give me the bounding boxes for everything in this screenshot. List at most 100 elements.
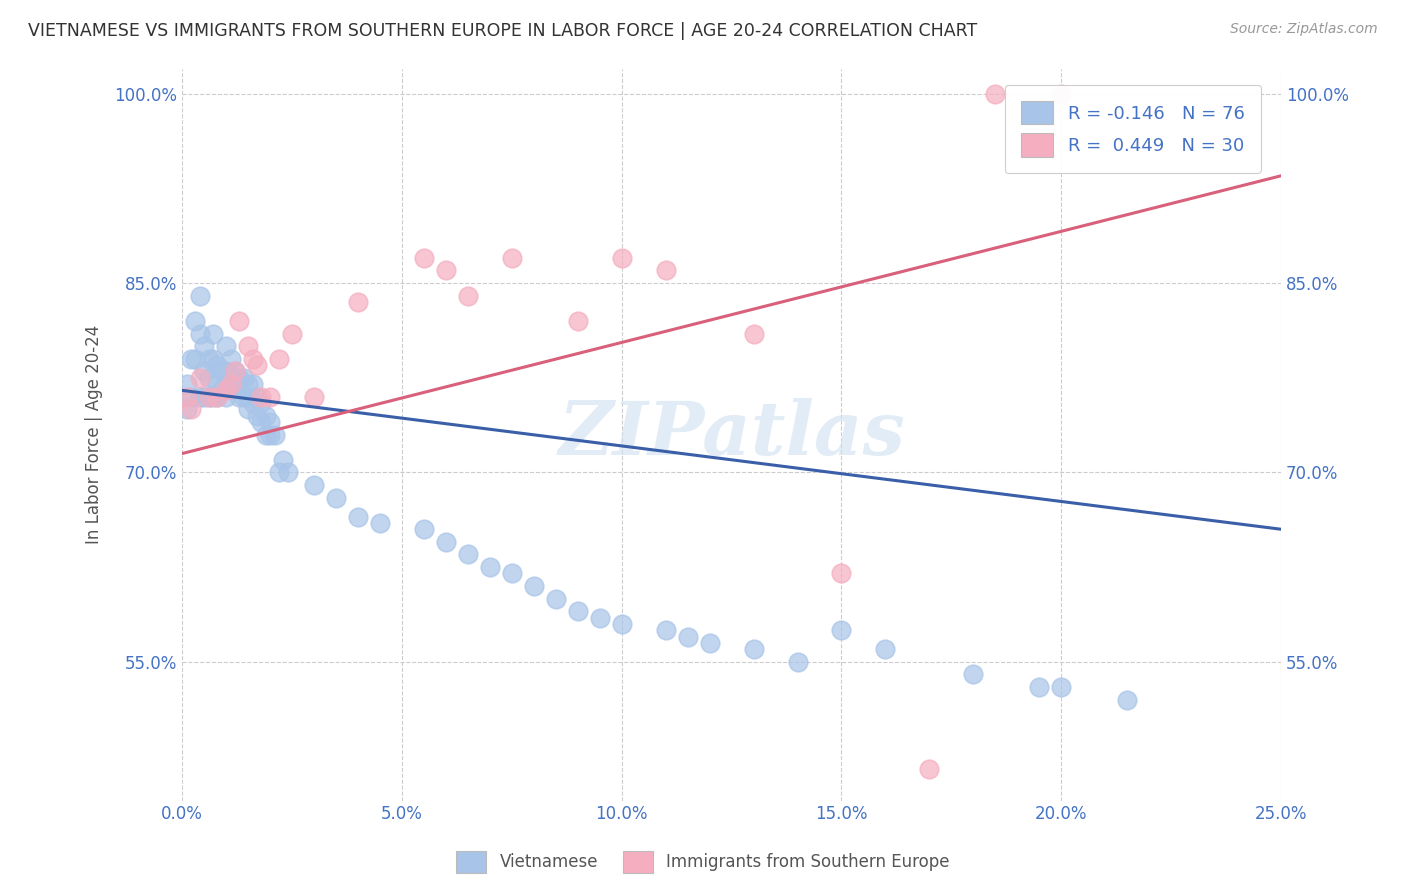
Point <box>207 390 229 404</box>
Point <box>830 624 852 638</box>
Point <box>207 390 229 404</box>
Point <box>176 377 198 392</box>
Point <box>654 624 676 638</box>
Point <box>202 390 225 404</box>
Point <box>501 566 523 581</box>
Point <box>302 390 325 404</box>
Point <box>413 522 436 536</box>
Point <box>501 251 523 265</box>
Point <box>197 390 219 404</box>
Point <box>246 409 269 423</box>
Point <box>676 630 699 644</box>
Point <box>176 390 198 404</box>
Point <box>197 351 219 366</box>
Point <box>567 314 589 328</box>
Point <box>202 351 225 366</box>
Point <box>193 339 215 353</box>
Point <box>368 516 391 530</box>
Point <box>610 616 633 631</box>
Point <box>610 251 633 265</box>
Point <box>259 427 281 442</box>
Point <box>434 263 457 277</box>
Point <box>1050 87 1073 101</box>
Point <box>219 377 242 392</box>
Point <box>197 390 219 404</box>
Point <box>246 358 269 372</box>
Point <box>211 364 233 378</box>
Point <box>434 534 457 549</box>
Point <box>184 314 207 328</box>
Text: VIETNAMESE VS IMMIGRANTS FROM SOUTHERN EUROPE IN LABOR FORCE | AGE 20-24 CORRELA: VIETNAMESE VS IMMIGRANTS FROM SOUTHERN E… <box>28 22 977 40</box>
Point <box>254 409 277 423</box>
Point <box>188 289 211 303</box>
Point <box>242 377 264 392</box>
Point <box>263 427 285 442</box>
Point <box>180 390 202 404</box>
Point <box>197 371 219 385</box>
Point <box>211 384 233 398</box>
Point <box>193 364 215 378</box>
Point <box>228 390 250 404</box>
Point <box>250 415 273 429</box>
Text: ZIPatlas: ZIPatlas <box>558 399 905 471</box>
Point <box>302 478 325 492</box>
Point <box>180 351 202 366</box>
Point <box>238 390 260 404</box>
Point <box>176 402 198 417</box>
Point <box>207 377 229 392</box>
Point <box>1050 680 1073 694</box>
Point <box>202 326 225 341</box>
Point <box>273 452 295 467</box>
Point <box>267 466 290 480</box>
Point <box>250 390 273 404</box>
Point <box>413 251 436 265</box>
Point <box>215 364 238 378</box>
Text: Source: ZipAtlas.com: Source: ZipAtlas.com <box>1230 22 1378 37</box>
Point <box>984 87 1007 101</box>
Point <box>875 642 897 657</box>
Point <box>830 566 852 581</box>
Point <box>457 548 479 562</box>
Point <box>281 326 304 341</box>
Point <box>347 509 370 524</box>
Point <box>232 371 254 385</box>
Point <box>742 326 765 341</box>
Point <box>478 560 501 574</box>
Point <box>180 402 202 417</box>
Point <box>238 377 260 392</box>
Point <box>325 491 347 505</box>
Point <box>215 339 238 353</box>
Legend: R = -0.146   N = 76, R =  0.449   N = 30: R = -0.146 N = 76, R = 0.449 N = 30 <box>1005 85 1261 173</box>
Point <box>224 377 246 392</box>
Legend: Vietnamese, Immigrants from Southern Europe: Vietnamese, Immigrants from Southern Eur… <box>450 845 956 880</box>
Point <box>277 466 299 480</box>
Point <box>742 642 765 657</box>
Point <box>254 427 277 442</box>
Point <box>224 364 246 378</box>
Point <box>1028 680 1050 694</box>
Point <box>1116 692 1139 706</box>
Point <box>246 390 269 404</box>
Point <box>242 351 264 366</box>
Point <box>589 610 612 624</box>
Point <box>184 351 207 366</box>
Point <box>188 326 211 341</box>
Point <box>699 636 721 650</box>
Point <box>224 364 246 378</box>
Point <box>347 295 370 310</box>
Point <box>207 358 229 372</box>
Point <box>544 591 567 606</box>
Point <box>215 390 238 404</box>
Point <box>215 384 238 398</box>
Point <box>238 339 260 353</box>
Point <box>457 289 479 303</box>
Point <box>786 655 808 669</box>
Point <box>242 396 264 410</box>
Point <box>567 604 589 618</box>
Point <box>238 402 260 417</box>
Y-axis label: In Labor Force | Age 20-24: In Labor Force | Age 20-24 <box>86 325 103 544</box>
Point <box>232 390 254 404</box>
Point <box>523 579 546 593</box>
Point <box>228 371 250 385</box>
Point <box>219 351 242 366</box>
